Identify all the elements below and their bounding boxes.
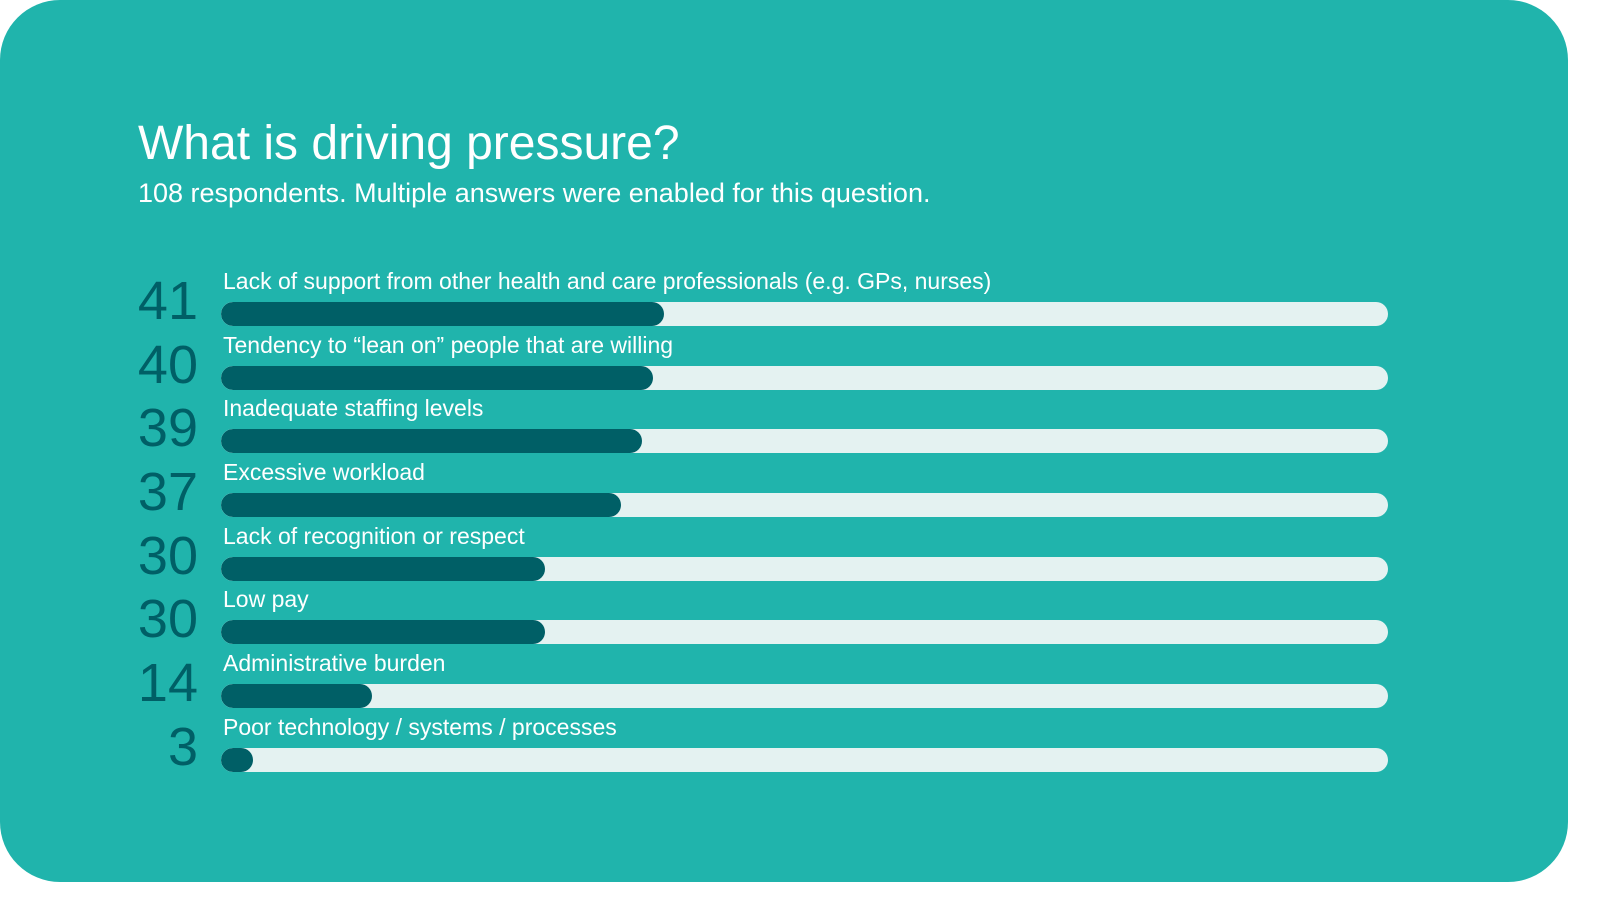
bar (221, 493, 621, 518)
bar-row: 37 Excessive workload (120, 457, 1390, 521)
bar-track (221, 684, 1388, 709)
bar-row: 40 Tendency to “lean on” people that are… (120, 330, 1390, 394)
bar-track (221, 556, 1388, 581)
bar-track (221, 429, 1388, 454)
category-label: Lack of recognition or respect (223, 522, 525, 549)
bar (221, 556, 546, 581)
bar-track (221, 747, 1388, 772)
category-label: Excessive workload (223, 459, 425, 486)
bar-list: 41 Lack of support from other health and… (120, 266, 1390, 776)
value-label: 30 (137, 589, 198, 650)
bar-track (221, 493, 1388, 518)
bar-row: 30 Lack of recognition or respect (120, 521, 1390, 585)
category-label: Administrative burden (223, 650, 446, 677)
category-label: Lack of support from other health and ca… (223, 268, 992, 294)
value-label: 14 (137, 653, 198, 714)
bar-row: 3 Poor technology / systems / processes (120, 712, 1390, 776)
bar (221, 365, 654, 390)
chart-title: What is driving pressure? (138, 117, 680, 170)
chart-subtitle: 108 respondents. Multiple answers were e… (138, 178, 931, 208)
category-label: Low pay (223, 586, 309, 613)
bar (221, 429, 643, 454)
value-label: 40 (137, 334, 198, 395)
bar (221, 620, 546, 645)
value-label: 37 (137, 462, 198, 523)
bar (221, 684, 373, 709)
value-label: 39 (137, 398, 198, 459)
bar-track (221, 302, 1388, 326)
bar-track (221, 620, 1388, 645)
bar (221, 747, 254, 772)
bar-row: 39 Inadequate staffing levels (120, 393, 1390, 457)
category-label: Tendency to “lean on” people that are wi… (223, 331, 674, 358)
value-label: 3 (167, 716, 198, 777)
chart-card: What is driving pressure? 108 respondent… (0, 0, 1568, 882)
bar-row: 14 Administrative burden (120, 648, 1390, 712)
bar-track (221, 365, 1388, 390)
bar-row: 30 Low pay (120, 584, 1390, 648)
category-label: Poor technology / systems / processes (223, 713, 617, 740)
bar-row: 41 Lack of support from other health and… (120, 266, 1390, 330)
category-label: Inadequate staffing levels (223, 395, 484, 422)
value-label: 30 (137, 525, 198, 586)
bar (221, 302, 665, 326)
value-label: 41 (137, 271, 198, 331)
